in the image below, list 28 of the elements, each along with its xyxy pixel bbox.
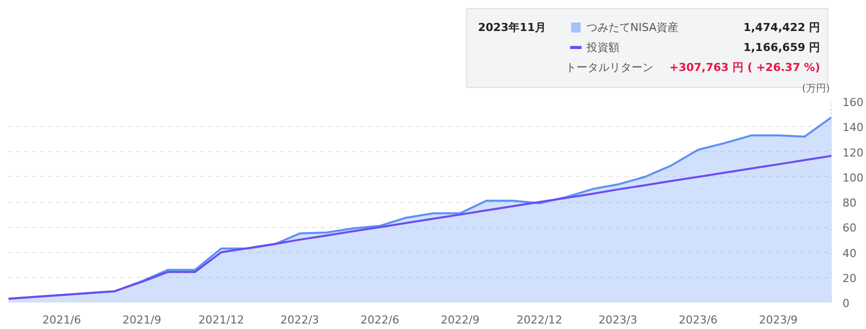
x-tick-label: 2022/9 [440,314,480,326]
x-tick-label: 2023/6 [678,314,718,326]
text: トータルリターン [565,61,654,74]
x-tick-label: 2022/3 [280,314,320,326]
legend-label: つみたてNISA資産 [586,21,678,34]
text: 1,474,422 円 [743,21,820,34]
y-tick-label: 60 [842,222,856,235]
y-tick-label: 100 [842,171,864,184]
x-tick-label: 2021/12 [198,314,244,326]
x-tick-label: 2022/12 [516,314,562,326]
x-tick-label: 2023/9 [758,314,798,326]
x-tick-label: 2023/3 [598,314,638,326]
y-tick-label: 0 [842,297,850,310]
y-tick-label: 40 [842,246,856,260]
text: 2023年11月 [478,21,546,34]
text: +307,763 円 ( +26.37 %) [669,61,820,74]
text: 1,166,659 円 [743,41,820,54]
x-tick-label: 2021/9 [122,314,162,326]
line-series [8,154,832,300]
x-tick-label: 2021/6 [42,314,82,326]
y-tick-label: 120 [842,146,864,160]
y-tick-label: 160 [842,96,864,109]
y-tick-label: 140 [842,121,864,134]
y-tick-label: 80 [842,196,856,210]
y-axis-title: (万円) [802,84,830,94]
y-tick-label: 20 [842,272,856,285]
x-tick-label: 2022/6 [360,314,400,326]
legend-label: 投資額 [585,41,620,54]
